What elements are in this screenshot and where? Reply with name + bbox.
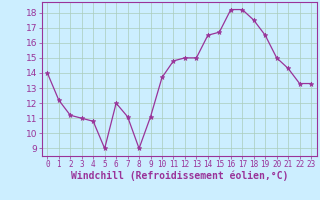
X-axis label: Windchill (Refroidissement éolien,°C): Windchill (Refroidissement éolien,°C) — [70, 171, 288, 181]
